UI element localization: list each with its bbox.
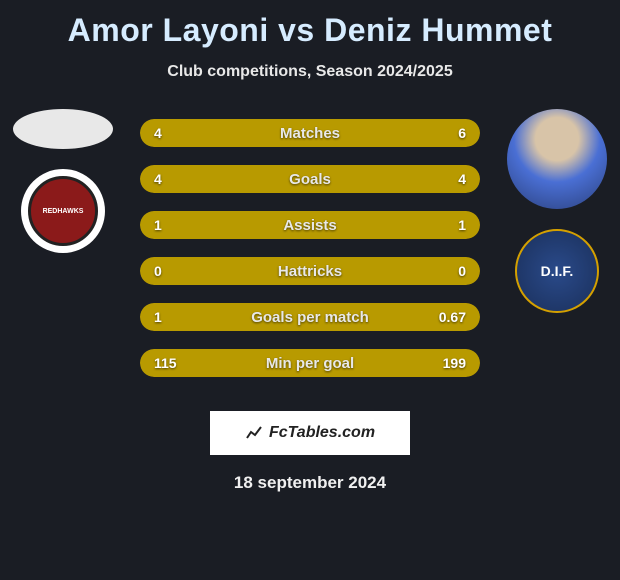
stat-value-left: 115 xyxy=(154,355,177,371)
watermark: FcTables.com xyxy=(210,411,410,455)
stat-value-left: 0 xyxy=(154,263,162,279)
stat-label: Goals xyxy=(289,171,331,188)
watermark-text: FcTables.com xyxy=(269,424,375,442)
stat-label: Min per goal xyxy=(266,355,354,372)
stat-value-right: 6 xyxy=(458,125,466,141)
stat-value-left: 1 xyxy=(154,217,162,233)
stat-label: Hattricks xyxy=(278,263,342,280)
date-text: 18 september 2024 xyxy=(0,473,620,493)
stat-label: Assists xyxy=(283,217,336,234)
stat-row: 1 1 Assists xyxy=(140,211,480,239)
stat-row: 0 0 Hattricks xyxy=(140,257,480,285)
stat-row: 1 0.67 Goals per match xyxy=(140,303,480,331)
bar-fill-right xyxy=(310,165,480,193)
player-left-club-badge: REDHAWKS xyxy=(21,169,105,253)
stat-value-right: 4 xyxy=(458,171,466,187)
player-left-column: REDHAWKS xyxy=(8,109,118,253)
stat-label: Goals per match xyxy=(251,309,369,326)
player-right-avatar xyxy=(507,109,607,209)
bar-fill-left xyxy=(140,165,310,193)
stat-row: 115 199 Min per goal xyxy=(140,349,480,377)
subtitle: Club competitions, Season 2024/2025 xyxy=(0,63,620,81)
player-right-photo xyxy=(507,109,607,209)
redhawks-logo: REDHAWKS xyxy=(28,176,98,246)
stat-bars: 4 6 Matches 4 4 Goals 1 1 Assists 0 0 Hattricks 1 0.6… xyxy=(140,119,480,377)
stat-row: 4 6 Matches xyxy=(140,119,480,147)
page-title: Amor Layoni vs Deniz Hummet xyxy=(0,0,620,49)
player-right-club-badge: D.I.F. xyxy=(515,229,599,313)
stat-label: Matches xyxy=(280,125,340,142)
stat-value-right: 199 xyxy=(443,355,466,371)
comparison-panel: REDHAWKS D.I.F. 4 6 Matches 4 4 Goals 1 1 Assist… xyxy=(0,109,620,389)
chart-icon xyxy=(245,424,263,442)
stat-value-left: 1 xyxy=(154,309,162,325)
stat-value-right: 0.67 xyxy=(439,309,466,325)
player-right-column: D.I.F. xyxy=(502,109,612,313)
stat-value-left: 4 xyxy=(154,171,162,187)
dif-logo-text: D.I.F. xyxy=(541,263,574,279)
stat-value-right: 0 xyxy=(458,263,466,279)
stat-value-left: 4 xyxy=(154,125,162,141)
player-left-avatar xyxy=(13,109,113,149)
stat-row: 4 4 Goals xyxy=(140,165,480,193)
stat-value-right: 1 xyxy=(458,217,466,233)
